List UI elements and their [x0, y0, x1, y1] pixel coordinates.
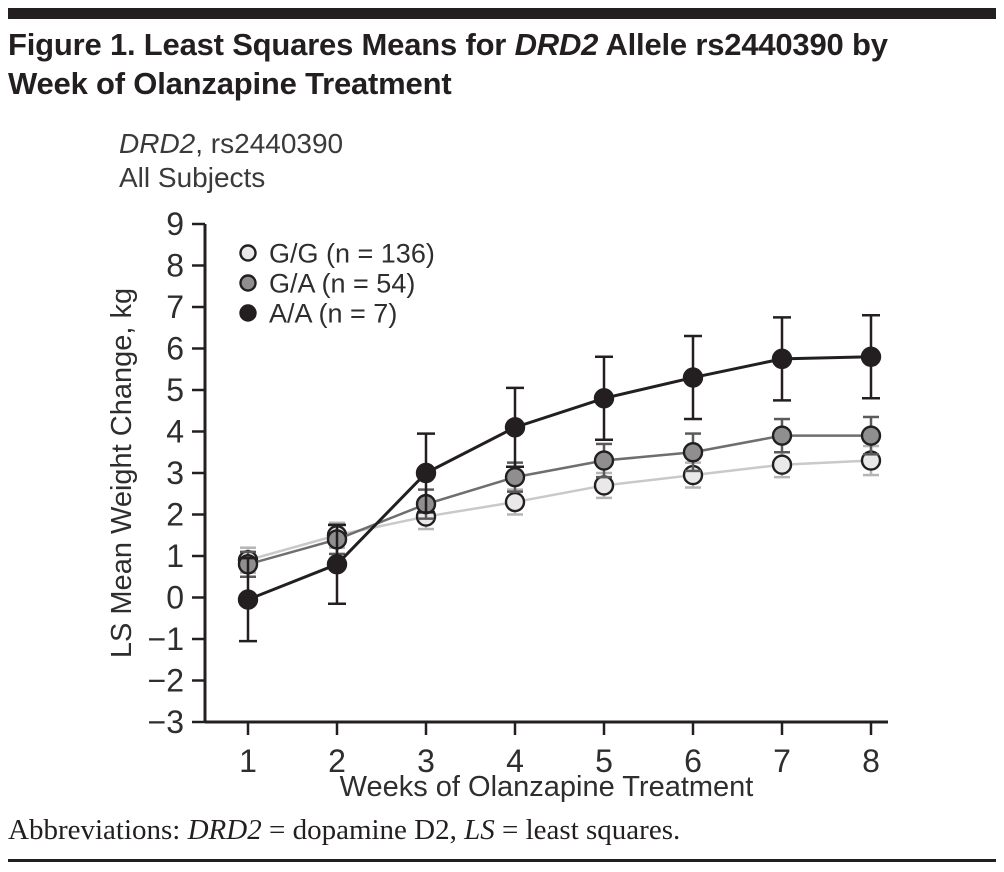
abbrev-mid: = dopamine D2,	[261, 814, 465, 846]
x-tick-label: 3	[417, 743, 435, 779]
y-tick-label: 5	[166, 372, 184, 408]
y-tick-label: 8	[166, 248, 184, 284]
data-point	[237, 589, 259, 610]
data-point	[593, 388, 615, 409]
data-point	[771, 348, 793, 370]
chart-subtitle: DRD2, rs2440390 All Subjects	[119, 127, 343, 195]
y-tick-label: 9	[166, 206, 184, 242]
y-axis-label: LS Mean Weight Change, kg	[106, 288, 138, 658]
title-gene-italic: DRD2	[514, 27, 599, 62]
x-tick-label: 6	[684, 743, 702, 779]
abbrev-end: = least squares.	[494, 814, 681, 846]
data-point	[860, 425, 882, 446]
x-tick-label: 2	[328, 743, 346, 779]
data-point	[504, 466, 526, 488]
x-tick-label: 5	[595, 743, 613, 779]
series-line	[247, 434, 871, 566]
subtitle-population: All Subjects	[119, 162, 266, 193]
abbrev-ls-italic: LS	[464, 814, 495, 846]
title-text-1: Figure 1. Least Squares Means for	[8, 27, 515, 62]
bottom-rule	[8, 859, 996, 862]
y-tick-label: −2	[148, 663, 184, 699]
y-tick-label: −1	[148, 621, 184, 657]
y-tick-label: 0	[166, 580, 184, 616]
data-point	[593, 475, 615, 496]
data-point	[860, 346, 882, 368]
y-tick-label: 4	[166, 414, 184, 450]
title-text-line2: Week of Olanzapine Treatment	[8, 66, 452, 101]
y-tick-label: −3	[148, 704, 184, 740]
y-tick-label: 6	[166, 331, 184, 367]
x-axis-label: Weeks of Olanzapine Treatment	[340, 771, 754, 803]
y-tick-label: 2	[166, 497, 184, 533]
x-tick-label: 7	[773, 743, 791, 779]
y-tick-label: 1	[166, 538, 184, 574]
data-point	[504, 491, 526, 513]
data-point	[682, 367, 704, 388]
legend-marker	[239, 244, 257, 262]
series-line	[247, 459, 872, 562]
series-GA	[237, 415, 882, 578]
legend-marker	[239, 274, 257, 292]
legend-label: G/A (n = 54)	[269, 268, 415, 298]
data-point	[593, 450, 615, 471]
legend-label: A/A (n = 7)	[269, 298, 397, 328]
series-line	[247, 355, 872, 601]
data-point	[326, 554, 348, 575]
data-point	[504, 417, 526, 438]
legend-marker	[239, 304, 257, 322]
y-tick-label: 7	[166, 289, 184, 325]
top-rule	[8, 8, 996, 19]
abbreviations-note: Abbreviations: DRD2 = dopamine D2, LS = …	[8, 814, 680, 847]
legend-label: G/G (n = 136)	[269, 238, 435, 268]
y-tick-label: 3	[166, 455, 184, 491]
legend: G/G (n = 136)G/A (n = 54)A/A (n = 7)	[239, 238, 435, 328]
data-point	[682, 442, 704, 463]
series-AA	[237, 314, 882, 643]
abbrev-label: Abbreviations:	[8, 814, 188, 846]
figure-title: Figure 1. Least Squares Means for DRD2 A…	[8, 25, 998, 103]
title-text-2: Allele rs2440390 by	[598, 27, 888, 62]
subtitle-gene-italic: DRD2	[119, 128, 196, 159]
x-tick-label: 8	[862, 743, 880, 779]
line-chart: −3 −2 −1 0 1 2 3 4 5 6 7 8 9 1 2 3 4 5 6 7 8 LS Mean Weight C…	[106, 206, 888, 803]
data-point	[771, 454, 793, 475]
x-tick-label: 4	[506, 743, 524, 779]
data-point	[415, 462, 437, 484]
data-point	[771, 425, 793, 446]
x-tick-label: 1	[239, 743, 257, 779]
abbrev-gene-italic: DRD2	[187, 814, 262, 846]
subtitle-snp: , rs2440390	[195, 128, 344, 159]
